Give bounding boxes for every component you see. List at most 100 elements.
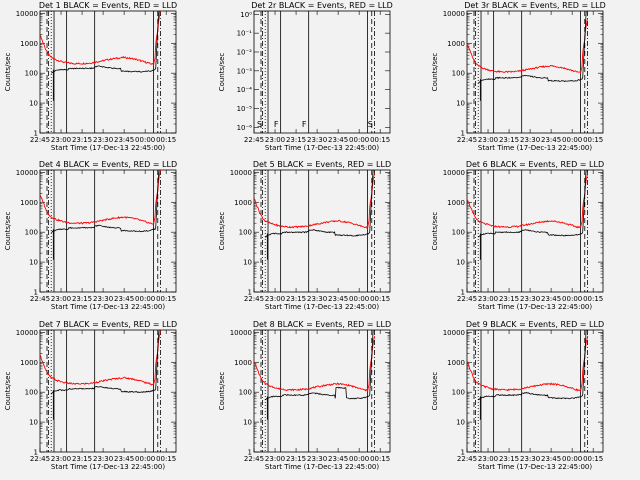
- y-axis-label: Counts/sec: [4, 372, 12, 411]
- x-tick-label: 22:45: [30, 295, 50, 303]
- x-tick-label: 23:00: [51, 455, 71, 463]
- x-tick-label: 23:45: [328, 295, 348, 303]
- x-tick-label: 00:15: [370, 295, 390, 303]
- y-tick-label: 1000: [447, 199, 465, 207]
- x-tick-label: 22:45: [244, 455, 264, 463]
- x-tick-label: 23:45: [328, 455, 348, 463]
- panel-title: Det 2r BLACK = Events, RED = LLD: [251, 1, 393, 10]
- x-axis-label: Start Time (17-Dec-13 22:45:00): [51, 463, 165, 471]
- marker-label: F: [302, 120, 307, 129]
- x-tick-label: 22:45: [244, 295, 264, 303]
- lld-series-line: [466, 18, 589, 74]
- x-tick-label: 23:30: [520, 455, 540, 463]
- lld-series-line: [39, 170, 162, 225]
- x-tick-label: 22:45: [244, 136, 264, 144]
- y-tick-label: 1: [248, 289, 252, 297]
- panel-9: Det 9 BLACK = Events, RED = LLD 22:45 23:0…: [431, 320, 604, 471]
- x-tick-label: 00:00: [135, 455, 155, 463]
- lld-series-line: [39, 330, 162, 386]
- x-tick-label: 00:15: [583, 455, 603, 463]
- y-tick-label: 10⁻⁵: [237, 105, 253, 113]
- y-tick-label: 1: [34, 289, 38, 297]
- x-tick-label: 00:15: [156, 136, 176, 144]
- x-tick-label: 23:30: [93, 455, 113, 463]
- y-tick-label: 1000: [447, 40, 465, 48]
- y-axis-label: Counts/sec: [218, 53, 226, 92]
- x-tick-label: 22:45: [457, 136, 477, 144]
- y-tick-label: 1: [248, 449, 252, 457]
- x-tick-label: 23:15: [286, 455, 306, 463]
- x-tick-label: 23:15: [499, 136, 519, 144]
- x-tick-label: 23:45: [541, 455, 561, 463]
- x-tick-label: 23:00: [265, 295, 285, 303]
- x-axis-label: Start Time (17-Dec-13 22:45:00): [265, 303, 379, 311]
- x-tick-label: 23:00: [265, 136, 285, 144]
- y-tick-label: 10000: [230, 329, 252, 337]
- x-tick-label: 00:00: [562, 136, 582, 144]
- y-tick-label: 10⁻³: [237, 67, 253, 75]
- y-axis-label: Counts/sec: [431, 53, 439, 92]
- panel-title: Det 4 BLACK = Events, RED = LLD: [39, 160, 177, 169]
- x-tick-label: 00:15: [583, 136, 603, 144]
- x-tick-label: 23:30: [307, 295, 327, 303]
- x-tick-label: 23:45: [328, 136, 348, 144]
- x-tick-label: 23:30: [307, 136, 327, 144]
- y-tick-label: 10: [456, 259, 465, 267]
- marker-label: F: [274, 120, 279, 129]
- y-tick-label: 10000: [16, 329, 38, 337]
- x-tick-label: 00:15: [156, 455, 176, 463]
- x-tick-label: 23:15: [72, 455, 92, 463]
- y-tick-label: 10⁻¹: [237, 30, 253, 38]
- events-series-line: [477, 329, 587, 401]
- y-tick-label: 1000: [234, 199, 252, 207]
- y-tick-label: 1000: [20, 199, 38, 207]
- y-tick-label: 1000: [234, 359, 252, 367]
- panel-title: Det 5 BLACK = Events, RED = LLD: [253, 160, 391, 169]
- x-tick-label: 23:30: [520, 136, 540, 144]
- y-tick-label: 10: [29, 419, 38, 427]
- events-series-line: [478, 10, 587, 84]
- panel-title: Det 7 BLACK = Events, RED = LLD: [39, 320, 177, 329]
- x-tick-label: 00:00: [349, 136, 369, 144]
- x-tick-label: 00:15: [583, 295, 603, 303]
- y-axis-label: Counts/sec: [218, 372, 226, 411]
- panel-6: Det 6 BLACK = Events, RED = LLD 22:45 23:0…: [431, 160, 604, 311]
- x-axis-label: Start Time (17-Dec-13 22:45:00): [265, 144, 379, 152]
- x-tick-label: 23:30: [93, 136, 113, 144]
- y-tick-label: 1: [34, 449, 38, 457]
- lld-series-line: [253, 173, 376, 229]
- x-axis-label: Start Time (17-Dec-13 22:45:00): [51, 303, 165, 311]
- x-tick-label: 23:15: [286, 295, 306, 303]
- y-tick-label: 10: [456, 419, 465, 427]
- y-tick-label: 100: [239, 389, 252, 397]
- plot-frame: [39, 329, 177, 453]
- y-tick-label: 1000: [447, 359, 465, 367]
- y-tick-label: 10000: [230, 169, 252, 177]
- x-tick-label: 22:45: [30, 455, 50, 463]
- x-tick-label: 23:00: [51, 136, 71, 144]
- lld-series-line: [40, 10, 162, 66]
- y-tick-label: 10000: [443, 329, 465, 337]
- marker-label: S: [368, 120, 373, 129]
- events-series-line: [477, 169, 587, 238]
- y-tick-label: 1: [34, 130, 38, 138]
- y-tick-label: 100: [25, 229, 38, 237]
- x-tick-label: 22:45: [457, 295, 477, 303]
- x-tick-label: 23:30: [520, 295, 540, 303]
- y-tick-label: 10⁰: [240, 11, 252, 19]
- panel-7: Det 7 BLACK = Events, RED = LLD 22:45 23:0…: [4, 320, 177, 471]
- panel-title: Det 9 BLACK = Events, RED = LLD: [466, 320, 604, 329]
- x-tick-label: 23:00: [51, 295, 71, 303]
- panel-title: Det 6 BLACK = Events, RED = LLD: [466, 160, 604, 169]
- events-series-line: [51, 10, 160, 74]
- marker-label: S: [257, 120, 262, 129]
- y-tick-label: 10000: [443, 10, 465, 18]
- x-tick-label: 00:00: [562, 455, 582, 463]
- x-tick-label: 23:00: [265, 455, 285, 463]
- y-tick-label: 10: [243, 419, 252, 427]
- x-tick-label: 00:15: [370, 136, 390, 144]
- x-tick-label: 23:45: [541, 136, 561, 144]
- x-tick-label: 00:15: [156, 295, 176, 303]
- x-tick-label: 23:45: [114, 295, 134, 303]
